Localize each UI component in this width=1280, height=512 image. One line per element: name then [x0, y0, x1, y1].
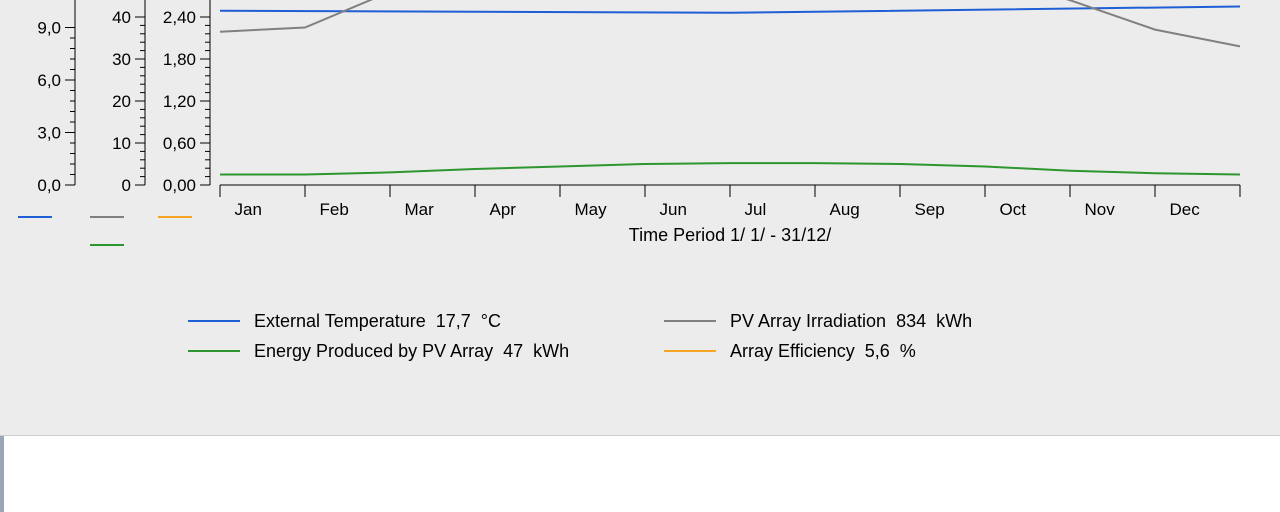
- x-tick-label: Aug: [830, 200, 860, 219]
- legend-swatch: [188, 350, 240, 352]
- legend-item: PV Array Irradiation 834 kWh: [664, 306, 972, 336]
- footer-panel: [0, 435, 1280, 512]
- y-tick-label: 6,0: [37, 71, 61, 90]
- y-tick-label: 2,40: [163, 8, 196, 27]
- chart-container: 0,0 3,0 6,0 9,0 0 10 20 30 40 0,00 0,60 1,20 1,80 2,4…: [0, 0, 1280, 512]
- x-tick-label: Mar: [405, 200, 435, 219]
- x-tick-label: Jun: [660, 200, 687, 219]
- x-tick-label: Feb: [320, 200, 349, 219]
- x-tick-label: Oct: [1000, 200, 1027, 219]
- y-tick-label: 3,0: [37, 124, 61, 143]
- y-tick-label: 10: [112, 134, 131, 153]
- legend-item: Energy Produced by PV Array 47 kWh: [188, 336, 569, 366]
- footer-left-bar: [0, 436, 4, 512]
- mini-swatch: [90, 216, 124, 218]
- y-tick-label: 9,0: [37, 19, 61, 38]
- legend-swatch: [664, 350, 716, 352]
- x-tick-label: May: [575, 200, 608, 219]
- mini-swatch: [18, 216, 52, 218]
- mini-swatch: [90, 244, 124, 246]
- x-tick-label: Sep: [915, 200, 945, 219]
- chart-svg: 0,0 3,0 6,0 9,0 0 10 20 30 40 0,00 0,60 1,20 1,80 2,4…: [0, 0, 1280, 290]
- legend-label: PV Array Irradiation 834 kWh: [730, 311, 972, 332]
- mini-swatch: [158, 216, 192, 218]
- legend-swatch: [188, 320, 240, 322]
- legend-label: Energy Produced by PV Array 47 kWh: [254, 341, 569, 362]
- x-tick-label: Dec: [1170, 200, 1201, 219]
- y-tick-label: 0,60: [163, 134, 196, 153]
- x-axis-title: Time Period 1/ 1/ - 31/12/: [629, 225, 831, 245]
- y-tick-label: 1,80: [163, 50, 196, 69]
- legend-swatch: [664, 320, 716, 322]
- series-ext_temp: [220, 7, 1240, 13]
- x-tick-label: Nov: [1085, 200, 1116, 219]
- y-tick-label: 0,0: [37, 176, 61, 195]
- y-tick-label: 0: [122, 176, 131, 195]
- x-tick-label: Jul: [745, 200, 767, 219]
- y-tick-label: 1,20: [163, 92, 196, 111]
- series-energy: [220, 163, 1240, 174]
- x-tick-label: Jan: [235, 200, 262, 219]
- legend-label: Array Efficiency 5,6 %: [730, 341, 916, 362]
- legend-item: Array Efficiency 5,6 %: [664, 336, 916, 366]
- y-tick-label: 40: [112, 8, 131, 27]
- y-tick-label: 0,00: [163, 176, 196, 195]
- series-irradiation: [220, 0, 1240, 46]
- y-tick-label: 20: [112, 92, 131, 111]
- x-tick-label: Apr: [490, 200, 517, 219]
- legend-item: External Temperature 17,7 °C: [188, 306, 501, 336]
- y-tick-label: 30: [112, 50, 131, 69]
- legend-label: External Temperature 17,7 °C: [254, 311, 501, 332]
